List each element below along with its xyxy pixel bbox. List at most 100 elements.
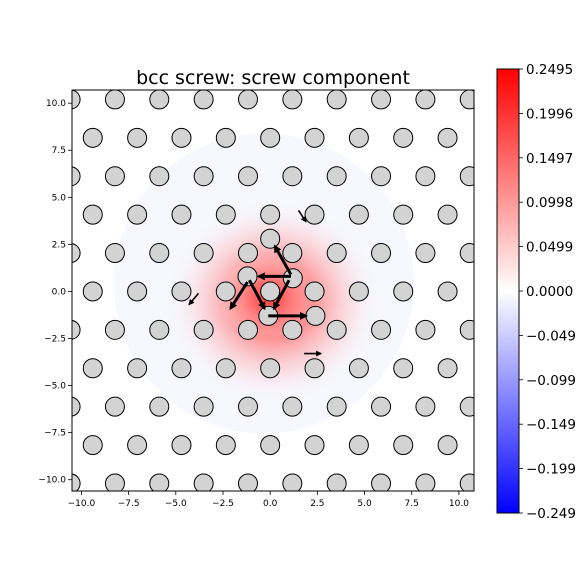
atom: [348, 435, 369, 456]
atom: [549, 397, 568, 416]
displacement-arrow: [297, 210, 307, 223]
atom: [0, 128, 14, 147]
atom: [304, 358, 325, 379]
x-tick-label: 5.0: [357, 499, 372, 509]
atom: [171, 204, 192, 225]
atom: [438, 52, 457, 71]
atom: [17, 397, 36, 416]
atom: [193, 396, 214, 417]
atom: [0, 359, 14, 378]
atom: [371, 319, 392, 340]
atom: [438, 512, 457, 531]
atom: [127, 127, 148, 148]
atom: [171, 127, 192, 148]
atom: [237, 90, 258, 110]
y-tick-label: 10.0: [46, 99, 66, 109]
atom: [237, 319, 258, 340]
atom: [82, 204, 103, 225]
atom: [348, 204, 369, 225]
atom: [349, 512, 368, 531]
atom: [326, 243, 347, 264]
x-tick-label: 10.0: [449, 499, 469, 509]
atoms: [0, 52, 568, 531]
atom: [82, 127, 103, 148]
atom: [104, 166, 125, 187]
atom: [415, 166, 436, 187]
atom: [127, 358, 148, 379]
colorbar-tick-label: 0.0499: [526, 240, 573, 256]
atom: [237, 243, 258, 264]
atom: [393, 281, 414, 302]
atom: [83, 52, 102, 71]
y-axis-ticks: −10.0 −7.5 −5.0 −2.5 0.0 2.5 5.0 7.5 10.0: [38, 99, 72, 486]
atom: [371, 243, 392, 264]
displacement-arrow: [229, 281, 249, 311]
x-tick-label: −5.0: [165, 499, 187, 509]
atom: [282, 319, 303, 340]
atom: [459, 243, 474, 264]
y-tick-label: 7.5: [52, 146, 66, 156]
chart-title: bcc screw: screw component: [136, 67, 410, 89]
atom: [72, 396, 81, 417]
atom: [39, 205, 58, 224]
atom: [216, 512, 235, 531]
displacement-arrow: [272, 279, 291, 311]
colorbar-tick-label: 0.0000: [526, 284, 573, 300]
colorbar-tick-label: 0.2495: [526, 62, 573, 78]
atom: [348, 358, 369, 379]
y-tick-label: −2.5: [44, 335, 66, 345]
atom: [326, 90, 347, 110]
atom: [127, 281, 148, 302]
x-tick-label: 0.0: [263, 499, 278, 509]
atom: [415, 90, 436, 110]
atom: [193, 319, 214, 340]
atom: [459, 473, 474, 491]
atom: [104, 319, 125, 340]
atom-displaced: [260, 228, 281, 249]
atom: [104, 90, 125, 110]
atom: [415, 319, 436, 340]
atom: [0, 512, 14, 531]
x-tick-label: −2.5: [212, 499, 234, 509]
displacement-arrow: [248, 279, 266, 311]
atom: [304, 204, 325, 225]
atom: [39, 512, 58, 531]
colorbar-tick-label: 0.1996: [526, 106, 573, 122]
atom: [459, 90, 474, 110]
atom: [171, 435, 192, 456]
atom: [482, 512, 501, 531]
atom: [82, 281, 103, 302]
atom: [237, 396, 258, 417]
atom: [127, 204, 148, 225]
colorbar-tick-label: −0.1996: [526, 462, 576, 478]
atom: [393, 127, 414, 148]
colorbar-tick-label: −0.2495: [526, 506, 576, 522]
atom: [0, 282, 14, 301]
y-tick-label: 0.0: [52, 287, 67, 297]
atom: [127, 435, 148, 456]
atom: [371, 166, 392, 187]
atom: [326, 396, 347, 417]
colorbar-tick-label: 0.1497: [526, 151, 573, 167]
x-tick-label: 2.5: [310, 499, 324, 509]
atom: [193, 90, 214, 110]
atom: [82, 358, 103, 379]
atom: [282, 243, 303, 264]
atom: [437, 435, 458, 456]
atom: [104, 473, 125, 491]
atom: [17, 474, 36, 493]
x-tick-label: −10.0: [68, 499, 96, 509]
atom: [237, 166, 258, 187]
atom: [172, 512, 191, 531]
atom: [0, 205, 14, 224]
colorbar-tick-label: −0.0499: [526, 328, 576, 344]
atom: [72, 473, 81, 491]
atom: [348, 281, 369, 302]
x-tick-label: −7.5: [118, 499, 140, 509]
atom: [17, 320, 36, 339]
x-axis-ticks: −10.0 −7.5 −5.0 −2.5 0.0 2.5 5.0 7.5 10.0: [68, 491, 469, 509]
atom: [72, 319, 81, 340]
atom: [260, 281, 281, 302]
atom: [304, 435, 325, 456]
